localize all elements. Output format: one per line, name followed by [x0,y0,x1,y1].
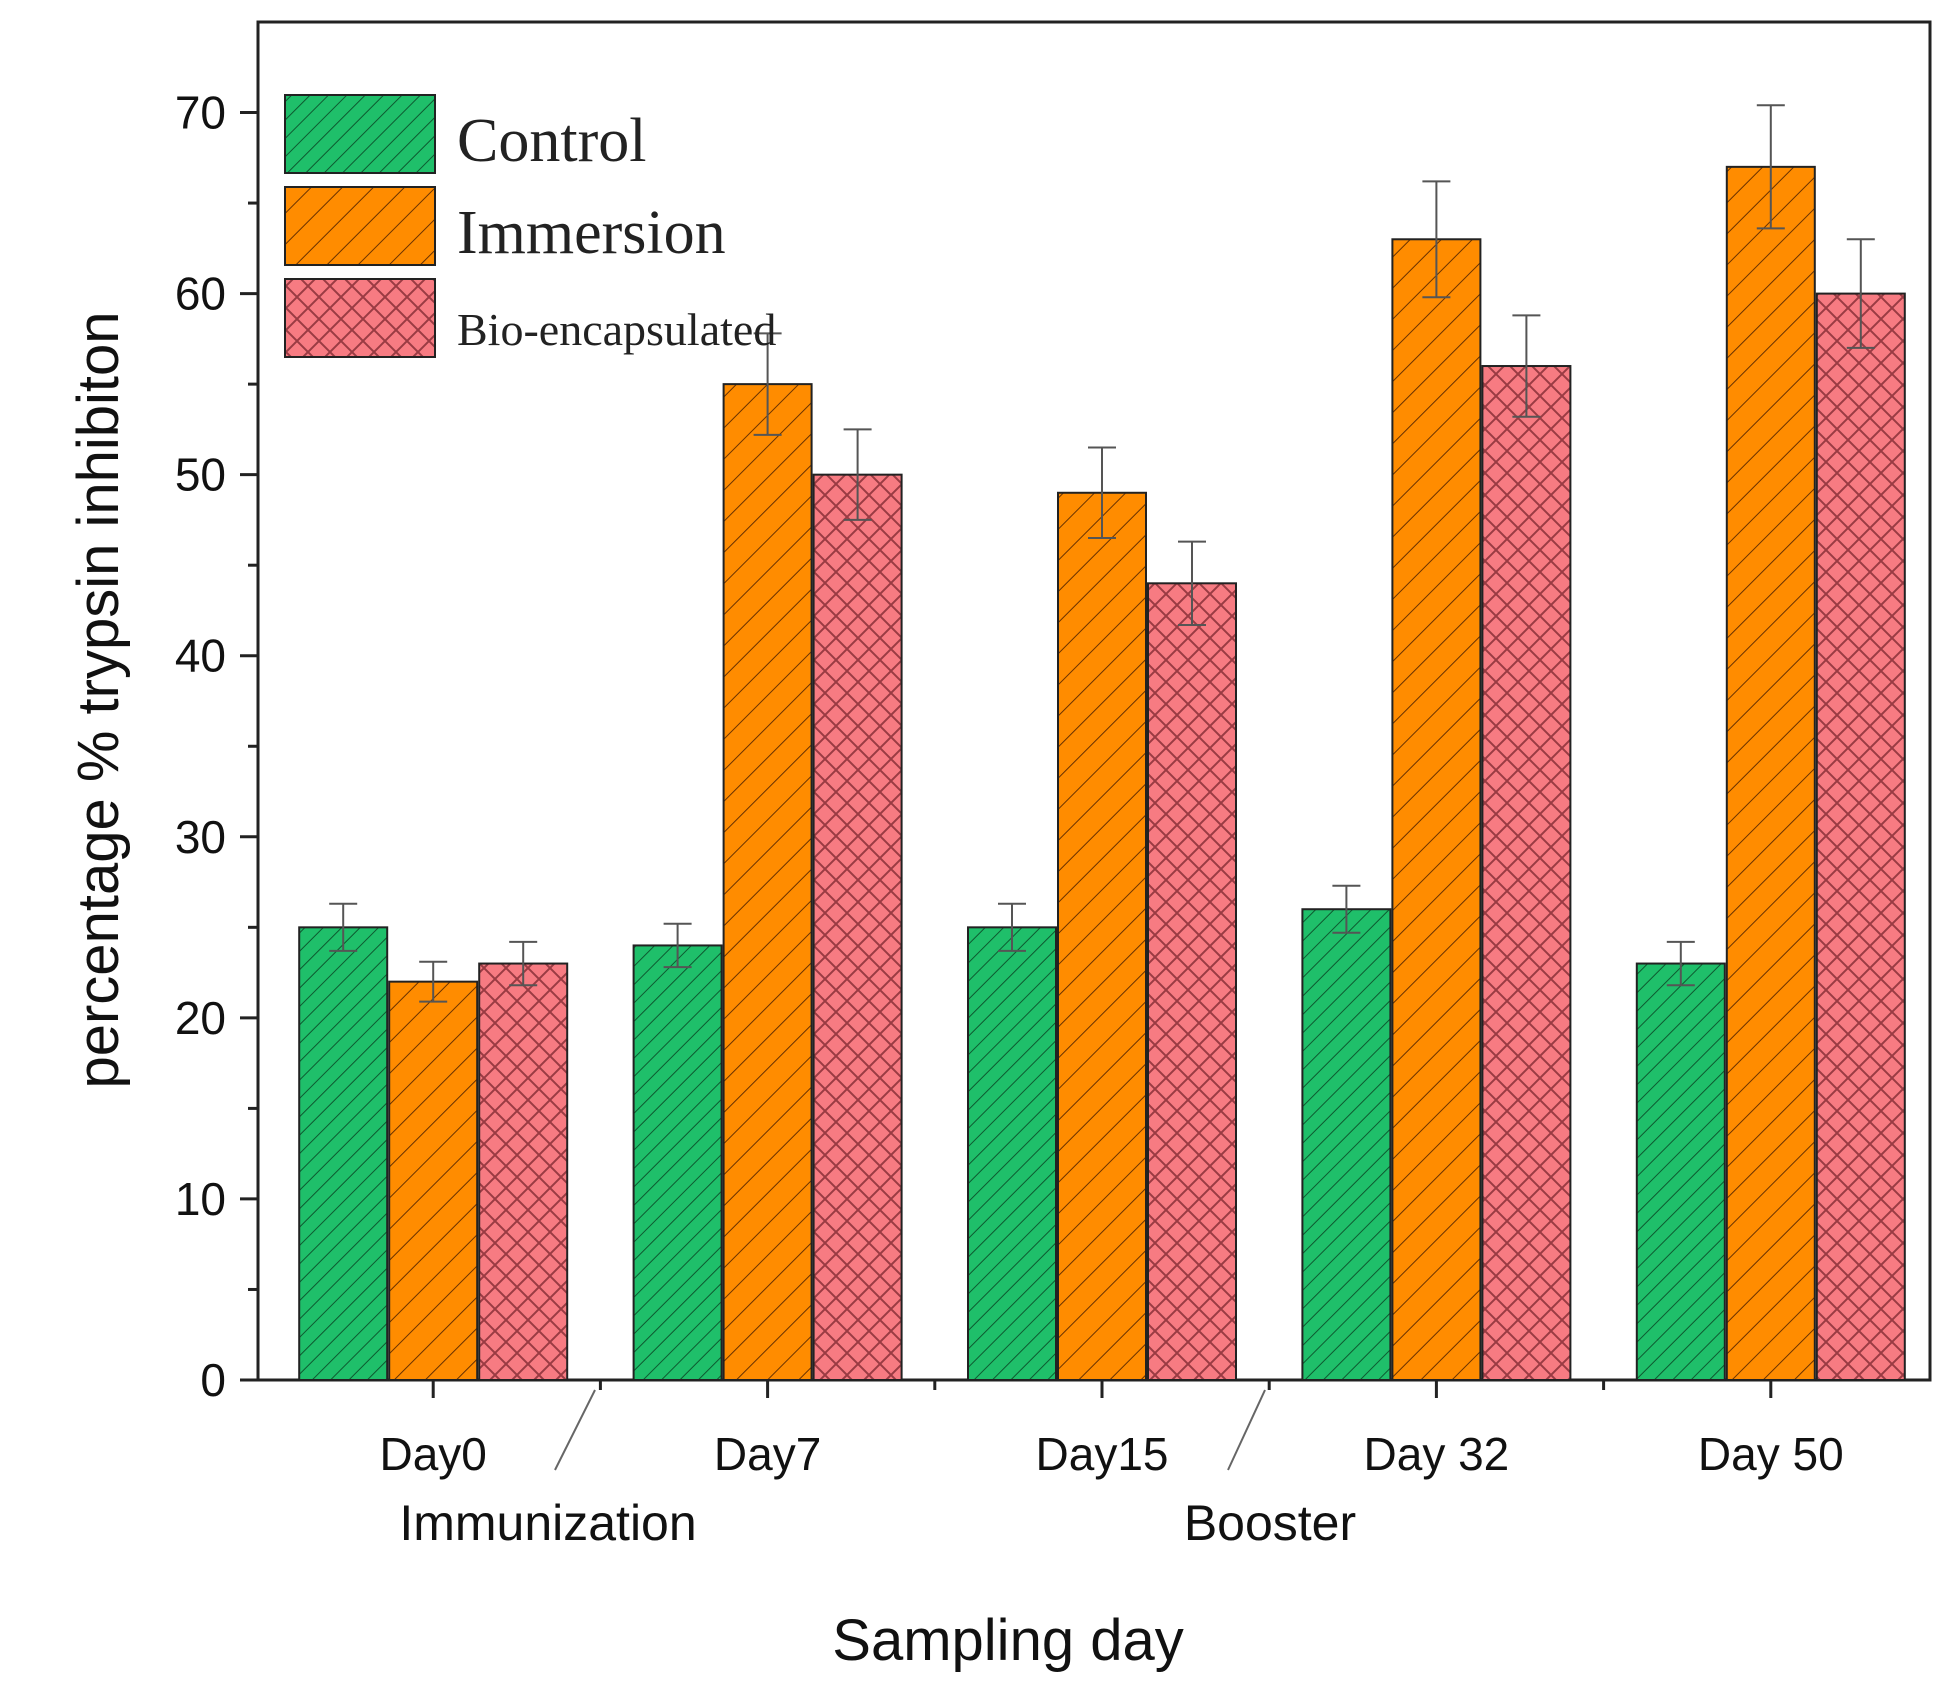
x-axis: Day0 Day7 Day15 Day 32 Day 50 [380,1380,1844,1480]
legend-swatch-pattern [284,278,436,358]
y-tick-label: 50 [175,449,226,501]
bar-pattern [722,383,813,1381]
bar-pattern [1635,962,1726,1382]
y-tick-label: 20 [175,992,226,1044]
legend: Control Immersion Bio-encapsulated [284,94,776,358]
y-axis-title: percentage % trypsin inhibiton [66,311,131,1088]
legend-swatch-pattern [284,186,436,266]
x-tick-label: Day 32 [1364,1428,1510,1480]
bar-pattern [967,926,1057,1381]
y-tick-label: 0 [200,1354,226,1406]
bar-pattern [1147,582,1237,1381]
y-tick-label: 10 [175,1173,226,1225]
bar-pattern [1481,365,1572,1381]
legend-label: Immersion [457,199,726,267]
bar-pattern [1057,491,1147,1382]
y-tick-label: 60 [175,268,226,320]
bar-pattern [478,962,569,1382]
x-tick-label: Day0 [380,1428,487,1480]
legend-label: Bio-encapsulated [457,304,776,355]
x-axis-title: Sampling day [832,1608,1183,1673]
annotation-slash-1 [554,1389,596,1471]
bars-group [298,165,1906,1382]
error-bars-group [329,104,1875,1003]
y-tick-label: 30 [175,811,226,863]
bar-pattern [1815,292,1906,1382]
x-tick-label: Day15 [1036,1428,1169,1480]
y-tick-label: 40 [175,630,226,682]
y-tick-label: 70 [175,87,226,139]
x-tick-label: Day7 [714,1428,821,1480]
bar-pattern [298,926,389,1381]
bar-pattern [1391,238,1482,1381]
bar-pattern [388,980,479,1381]
legend-label: Control [457,107,646,175]
annotation-booster: Booster [1184,1495,1356,1551]
bar-pattern [812,473,903,1381]
y-axis: 0 10 20 30 40 50 60 70 [175,87,258,1406]
bar-pattern [1725,165,1816,1381]
legend-swatch-pattern [284,94,436,174]
annotation-slash-2 [1227,1389,1266,1471]
annotation-immunization: Immunization [399,1495,696,1551]
x-tick-label: Day 50 [1698,1428,1844,1480]
bar-pattern [1301,908,1392,1382]
bar-pattern [632,944,723,1381]
